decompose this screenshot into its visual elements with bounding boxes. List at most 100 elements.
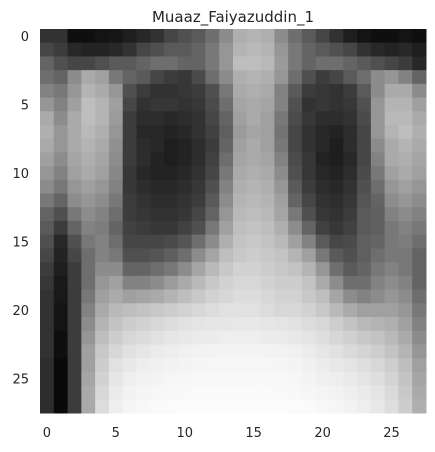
heatmap-cell xyxy=(412,166,427,181)
heatmap-cell xyxy=(81,193,96,208)
heatmap-cell xyxy=(219,70,234,85)
heatmap-cell xyxy=(412,303,427,318)
heatmap-cell xyxy=(398,371,413,387)
heatmap-cell xyxy=(370,289,386,304)
heatmap-cell xyxy=(164,125,179,140)
heatmap-cell xyxy=(412,317,427,332)
heatmap-cell xyxy=(67,138,82,153)
heatmap-cell xyxy=(288,317,303,332)
heatmap-cell xyxy=(398,385,413,400)
heatmap-cell xyxy=(233,385,248,400)
heatmap-cell xyxy=(274,262,289,277)
heatmap-cell xyxy=(412,221,427,236)
heatmap-cell xyxy=(412,344,427,359)
heatmap-cell xyxy=(219,371,234,387)
heatmap-cell xyxy=(233,344,248,359)
heatmap-cell xyxy=(81,344,96,359)
heatmap-cell xyxy=(67,207,82,222)
heatmap-cell xyxy=(53,371,69,387)
heatmap-cell xyxy=(53,385,69,400)
heatmap-cell xyxy=(53,111,69,126)
heatmap-cell xyxy=(177,111,193,126)
heatmap-cell xyxy=(260,317,275,332)
heatmap-cell xyxy=(191,262,206,277)
heatmap-cell xyxy=(81,97,96,112)
heatmap-cell xyxy=(150,344,165,359)
heatmap-cell xyxy=(219,152,234,167)
heatmap-cell xyxy=(301,344,317,359)
heatmap-cell xyxy=(164,193,179,208)
heatmap-cell xyxy=(177,262,193,277)
heatmap-cell xyxy=(343,138,358,153)
heatmap-cell xyxy=(246,42,262,57)
heatmap-cell xyxy=(329,275,344,291)
heatmap-cell xyxy=(301,138,317,153)
heatmap-cell xyxy=(233,248,248,263)
heatmap-cell xyxy=(95,70,110,85)
heatmap-cell xyxy=(329,166,344,181)
heatmap-cell xyxy=(329,344,344,359)
heatmap-cell xyxy=(40,193,55,208)
heatmap-cell xyxy=(95,317,110,332)
heatmap-cell xyxy=(329,358,344,373)
heatmap-cell xyxy=(398,248,413,263)
heatmap-cell xyxy=(122,303,137,318)
heatmap-cell xyxy=(95,234,110,249)
heatmap-cell xyxy=(274,97,289,112)
heatmap-cell xyxy=(67,179,82,195)
heatmap-cell xyxy=(136,399,151,414)
heatmap-cell xyxy=(108,42,124,57)
heatmap-cell xyxy=(136,275,151,291)
heatmap-cell xyxy=(301,399,317,414)
heatmap-cell xyxy=(343,262,358,277)
heatmap-cell xyxy=(260,166,275,181)
heatmap-cell xyxy=(260,207,275,222)
heatmap-cell xyxy=(288,125,303,140)
heatmap-cell xyxy=(384,152,399,167)
heatmap-cell xyxy=(357,221,372,236)
heatmap-cell xyxy=(357,83,372,99)
heatmap-cell xyxy=(40,371,55,387)
heatmap-cell xyxy=(357,344,372,359)
y-tick-label: 0 xyxy=(21,30,29,45)
heatmap-cell xyxy=(136,221,151,236)
heatmap-cell xyxy=(219,275,234,291)
heatmap-cell xyxy=(191,399,206,414)
heatmap-cell xyxy=(398,234,413,249)
heatmap-cell xyxy=(315,152,330,167)
heatmap-cell xyxy=(205,262,220,277)
heatmap-cell xyxy=(67,399,82,414)
heatmap-cell xyxy=(246,138,262,153)
heatmap-cell xyxy=(329,330,344,345)
heatmap-cell xyxy=(150,70,165,85)
heatmap-cell xyxy=(315,248,330,263)
heatmap-cell xyxy=(233,262,248,277)
heatmap-cell xyxy=(233,29,248,44)
heatmap-cell xyxy=(95,193,110,208)
x-tick-label: 5 xyxy=(112,426,120,441)
heatmap-cell xyxy=(260,56,275,71)
heatmap-cell xyxy=(136,70,151,85)
heatmap-cell xyxy=(40,207,55,222)
heatmap-cell xyxy=(274,152,289,167)
heatmap-cell xyxy=(136,317,151,332)
heatmap-cell xyxy=(260,70,275,85)
heatmap-cell xyxy=(53,303,69,318)
heatmap-cell xyxy=(370,371,386,387)
heatmap-cell xyxy=(95,83,110,99)
heatmap-cell xyxy=(122,275,137,291)
heatmap-cell xyxy=(108,111,124,126)
heatmap-cell xyxy=(177,330,193,345)
heatmap-cell xyxy=(384,83,399,99)
heatmap-cell xyxy=(260,399,275,414)
heatmap-cell xyxy=(219,344,234,359)
heatmap-cell xyxy=(315,262,330,277)
heatmap-cell xyxy=(108,248,124,263)
heatmap-cell xyxy=(274,111,289,126)
heatmap-cell xyxy=(412,42,427,57)
heatmap-cell xyxy=(329,193,344,208)
heatmap-cell xyxy=(67,303,82,318)
heatmap-cell xyxy=(384,234,399,249)
y-tick-label: 25 xyxy=(12,373,29,388)
heatmap-cell xyxy=(164,207,179,222)
